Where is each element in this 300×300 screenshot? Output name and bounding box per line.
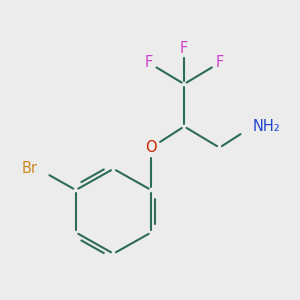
Text: F: F — [180, 41, 188, 56]
Text: Br: Br — [22, 161, 38, 176]
Text: F: F — [145, 55, 153, 70]
Text: NH₂: NH₂ — [253, 119, 280, 134]
Text: O: O — [146, 140, 157, 155]
Text: F: F — [215, 55, 223, 70]
